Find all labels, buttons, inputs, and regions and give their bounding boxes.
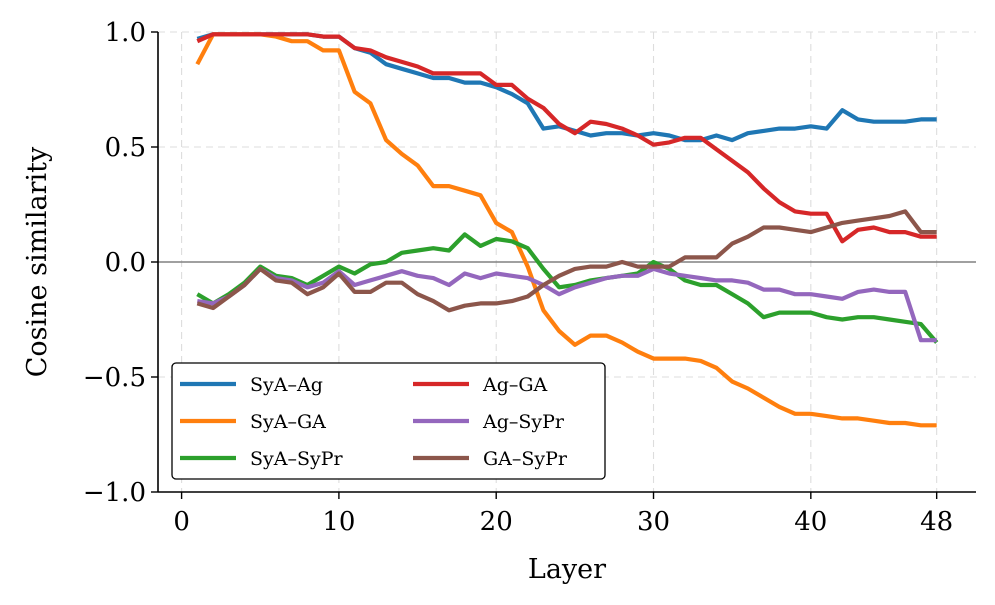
y-tick-label: 0.0 <box>105 248 146 278</box>
legend: SyA–Ag Ag–GA SyA–GA Ag–SyPr SyA–SyPr GA–SyPr <box>171 362 606 480</box>
series-line <box>196 209 937 313</box>
series-line <box>196 32 937 244</box>
legend-label: Ag–SyPr <box>482 411 565 433</box>
legend-label: GA–SyPr <box>483 448 568 470</box>
legend-label: SyA–GA <box>250 411 326 433</box>
series-lines <box>195 32 939 428</box>
y-tick-label: −1.0 <box>83 478 146 508</box>
x-ticks: 0 10 20 30 40 48 <box>173 492 953 537</box>
x-tick-label: 40 <box>794 507 827 537</box>
x-tick-label: 0 <box>173 507 190 537</box>
series-line <box>196 266 937 343</box>
x-tick-label: 20 <box>480 507 513 537</box>
x-axis-label: Layer <box>528 554 606 585</box>
legend-label: SyA–Ag <box>250 374 323 396</box>
x-tick-label: 30 <box>637 507 670 537</box>
y-tick-label: 0.5 <box>105 133 146 163</box>
y-tick-label: −0.5 <box>83 363 146 393</box>
x-tick-label: 48 <box>920 507 953 537</box>
legend-label: Ag–GA <box>482 374 548 396</box>
legend-frame <box>171 362 606 480</box>
series-line <box>196 32 937 143</box>
y-axis-label: Cosine similarity <box>22 146 53 377</box>
series-line <box>196 232 939 344</box>
y-tick-label: 1.0 <box>105 18 146 48</box>
y-ticks: 1.0 0.5 0.0 −0.5 −1.0 <box>83 18 158 508</box>
x-tick-label: 10 <box>322 507 355 537</box>
series-line <box>195 32 937 428</box>
legend-label: SyA–SyPr <box>250 448 344 470</box>
